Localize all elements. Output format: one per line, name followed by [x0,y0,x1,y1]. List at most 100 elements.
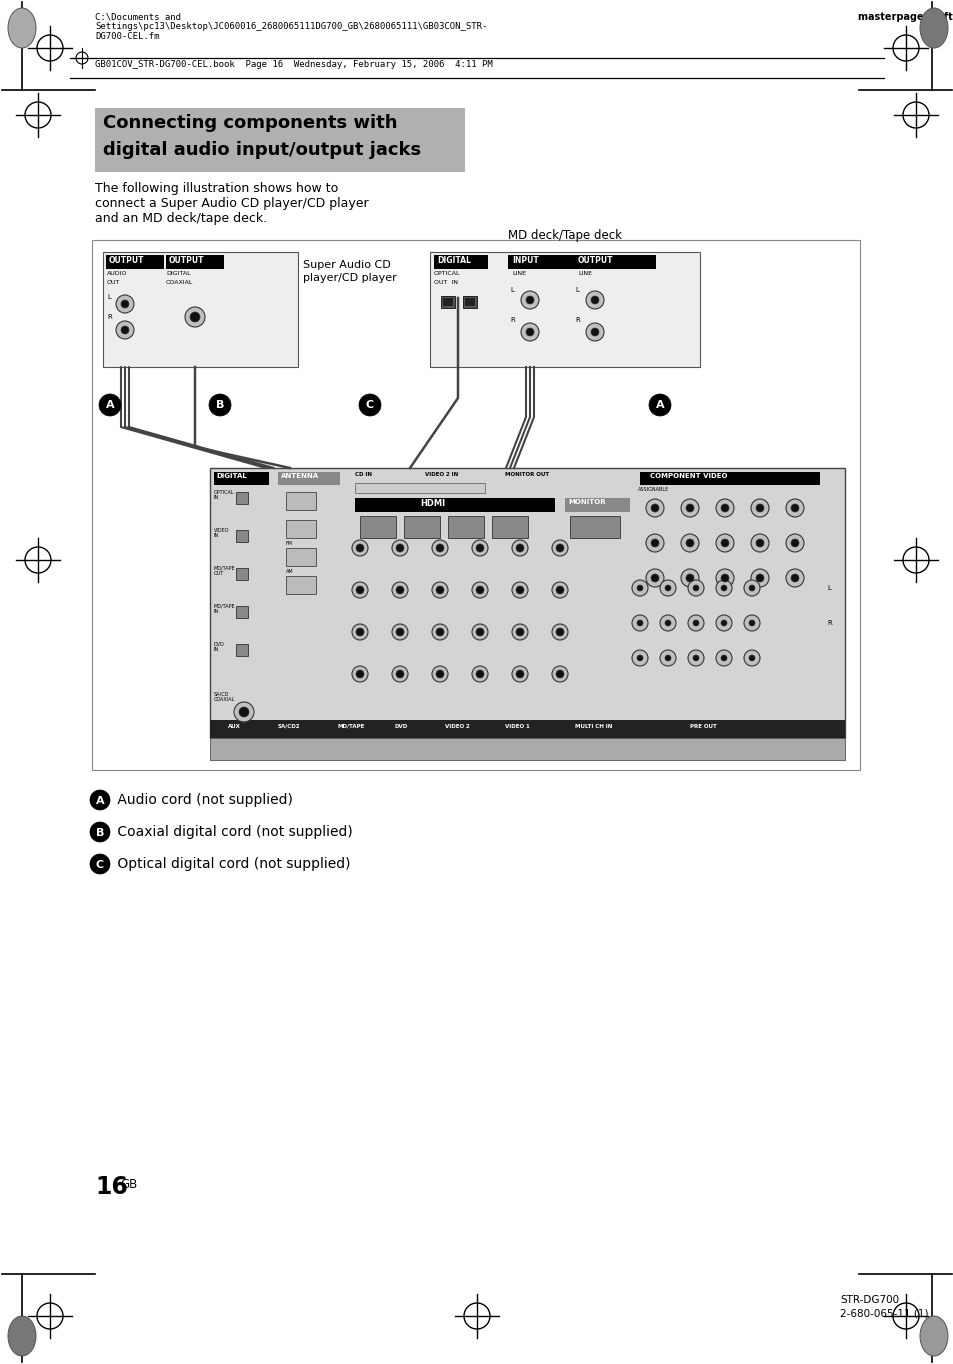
Circle shape [472,623,488,640]
Text: DG700-CEL.fm: DG700-CEL.fm [95,31,159,41]
Text: DIGITAL: DIGITAL [436,256,471,265]
Circle shape [750,569,768,587]
Text: R: R [510,316,515,323]
Circle shape [680,499,699,517]
Circle shape [476,627,483,636]
Text: Connecting components with: Connecting components with [103,115,397,132]
Circle shape [755,539,763,547]
Text: VIDEO 2: VIDEO 2 [444,724,469,728]
Circle shape [720,539,728,547]
Bar [286,492,315,510]
Circle shape [790,574,799,582]
Circle shape [680,533,699,552]
Ellipse shape [919,1316,947,1356]
Circle shape [743,651,760,666]
Circle shape [358,394,380,416]
Bar [359,516,395,537]
Text: VIDEO 1: VIDEO 1 [504,724,529,728]
Circle shape [687,615,703,632]
Circle shape [116,321,133,340]
Circle shape [121,326,129,334]
Circle shape [685,505,693,512]
Circle shape [720,505,728,512]
Circle shape [432,540,448,557]
Text: L: L [107,295,111,300]
Bar [91,240,859,771]
Text: INPUT: INPUT [512,256,538,265]
Text: ASSIGNABLE: ASSIGNABLE [638,487,669,492]
Circle shape [512,623,527,640]
Circle shape [645,499,663,517]
Bar [235,531,248,542]
Text: AUDIO: AUDIO [107,271,128,276]
Bar [430,252,700,367]
Circle shape [685,574,693,582]
Bar [235,492,248,505]
Bar [507,255,656,269]
Circle shape [790,505,799,512]
Text: DVD: DVD [395,724,408,728]
Text: SA/CD
COAXIAL: SA/CD COAXIAL [213,692,235,702]
Circle shape [664,655,670,662]
Circle shape [395,544,403,552]
Circle shape [720,585,726,591]
Circle shape [512,582,527,597]
Circle shape [556,627,563,636]
Circle shape [516,544,523,552]
Circle shape [720,621,726,626]
Text: L: L [510,286,514,293]
Text: B: B [95,828,104,837]
Circle shape [432,623,448,640]
Text: Settings\pc13\Desktop\JC060016_2680065111DG700_GB\2680065111\GB03CON_STR-: Settings\pc13\Desktop\JC060016_268006511… [95,22,487,31]
Circle shape [395,670,403,678]
Circle shape [631,651,647,666]
Text: GB01COV_STR-DG700-CEL.book  Page 16  Wednesday, February 15, 2006  4:11 PM: GB01COV_STR-DG700-CEL.book Page 16 Wedne… [95,60,493,70]
Circle shape [648,394,670,416]
Circle shape [637,621,642,626]
Circle shape [785,569,803,587]
Circle shape [436,544,443,552]
Text: COMPONENT VIDEO: COMPONENT VIDEO [649,473,727,479]
Circle shape [552,623,567,640]
Text: VIDEO
IN: VIDEO IN [213,528,230,539]
Text: Optical digital cord (not supplied): Optical digital cord (not supplied) [112,857,350,872]
Circle shape [590,327,598,336]
Circle shape [352,623,368,640]
Bar [235,606,248,618]
Bar [235,567,248,580]
Circle shape [659,580,676,596]
Text: 16: 16 [95,1174,128,1199]
Circle shape [716,533,733,552]
Text: A: A [95,795,104,806]
Circle shape [785,499,803,517]
Circle shape [716,499,733,517]
Text: FM: FM [286,542,293,546]
Circle shape [650,505,659,512]
Circle shape [650,574,659,582]
Circle shape [720,655,726,662]
Text: LINE: LINE [578,271,592,276]
Circle shape [432,666,448,682]
Circle shape [755,574,763,582]
Circle shape [90,822,110,842]
Circle shape [352,582,368,597]
Circle shape [685,539,693,547]
Bar [106,255,164,269]
Ellipse shape [8,8,36,48]
Circle shape [716,580,731,596]
Text: Coaxial digital cord (not supplied): Coaxial digital cord (not supplied) [112,825,353,839]
Circle shape [476,544,483,552]
Text: C:\Documents and: C:\Documents and [95,12,181,20]
Circle shape [645,533,663,552]
Bar [403,516,439,537]
Circle shape [520,323,538,341]
Text: C: C [96,859,104,869]
Text: A: A [655,401,663,411]
Ellipse shape [919,8,947,48]
Circle shape [392,666,408,682]
Circle shape [516,627,523,636]
Bar [286,548,315,566]
Circle shape [352,540,368,557]
Circle shape [556,670,563,678]
Circle shape [239,707,249,717]
